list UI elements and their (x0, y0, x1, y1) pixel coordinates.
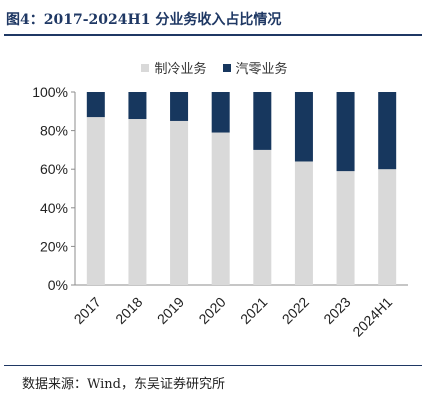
bar-series-0-2022 (294, 161, 313, 285)
bar-series-0-2021 (253, 149, 272, 285)
x-tick-label-2020: 2020 (195, 294, 228, 327)
stacked-bar-chart: 0% 20% 40% 60% 80% 100% 2017 2018 2019 2020 2021 20… (32, 84, 408, 340)
bar-series-0-2020 (211, 132, 230, 285)
legend-item-series-0: 制冷业务 (141, 58, 207, 77)
x-tick-label-2018: 2018 (112, 294, 145, 327)
x-tick-label-2019: 2019 (154, 294, 187, 327)
y-tick-label: 100% (32, 84, 68, 100)
bar-series-0-2023 (336, 171, 355, 285)
legend-swatch-series-0 (141, 63, 150, 72)
bar-series-1-2023 (336, 92, 355, 172)
bar-series-1-2021 (253, 92, 272, 150)
y-tick-label: 20% (40, 238, 68, 254)
bar-series-1-2019 (170, 92, 189, 121)
bar-series-0-2018 (128, 119, 147, 286)
source-note: 数据来源：Wind，东吴证券研究所 (22, 377, 225, 392)
source-rule (4, 365, 422, 366)
bar-series-1-2022 (294, 92, 313, 162)
title-rule (4, 34, 422, 36)
bar-series-0-2017 (86, 117, 105, 285)
x-tick-label-2021: 2021 (237, 294, 270, 327)
bar-series-1-2018 (128, 92, 147, 120)
chart-legend: 制冷业务 汽零业务 (0, 58, 429, 77)
x-tick-label-2024H1: 2024H1 (349, 294, 395, 340)
bar-series-1-2017 (86, 92, 105, 118)
y-tick-label: 60% (40, 161, 68, 177)
legend-label-series-1: 汽零业务 (235, 62, 288, 77)
y-tick-label: 0% (48, 277, 68, 293)
x-tick-label-2022: 2022 (279, 294, 312, 327)
x-tick-label-2017: 2017 (71, 294, 104, 327)
legend-item-series-1: 汽零业务 (222, 58, 288, 77)
bar-series-1-2024H1 (378, 92, 397, 170)
figure-title: 图4：2017-2024H1 分业务收入占比情况 (6, 12, 282, 28)
x-tick-label-2023: 2023 (320, 294, 353, 327)
y-tick-label: 40% (40, 200, 68, 216)
legend-swatch-series-1 (222, 63, 231, 72)
y-tick-label: 80% (40, 123, 68, 139)
bar-series-0-2024H1 (378, 169, 397, 285)
legend-label-series-0: 制冷业务 (154, 62, 207, 77)
bar-series-0-2019 (170, 120, 189, 285)
bar-series-1-2020 (211, 92, 230, 133)
